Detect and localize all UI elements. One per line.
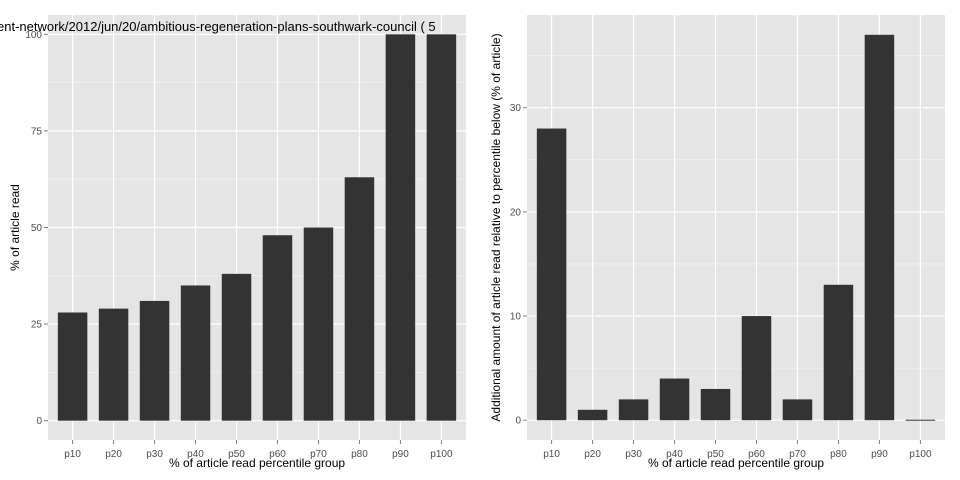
- chart-right-bar-p80: [823, 284, 854, 421]
- chart-right-x-tick-label: p80: [830, 449, 847, 460]
- chart-left-bar-p70: [303, 227, 334, 421]
- chart-left-y-tick-label: 100: [25, 30, 42, 41]
- chart-right-bar-p60: [741, 316, 772, 421]
- chart-left-bar-p30: [139, 300, 170, 421]
- chart-left-x-tick-label: p90: [392, 449, 409, 460]
- chart-left-x-axis-title: % of article read percentile group: [169, 456, 345, 470]
- chart-right-x-ticks: p10 p20 p30 p40 p50 p60 p70 p80 p90 p100: [543, 440, 932, 460]
- chart-left-x-tick-label: p10: [64, 449, 81, 460]
- chart-left-x-tick-label: p30: [146, 449, 163, 460]
- chart-left-bar-p100: [426, 34, 457, 421]
- chart-right-x-tick-label: p70: [789, 449, 806, 460]
- chart-left-bar-p20: [98, 308, 129, 421]
- chart-left-x-ticks: p10 p20 p30 p40 p50 p60 p70 p80 p90 p100: [64, 440, 453, 460]
- chart-left-bar-p40: [180, 285, 211, 421]
- chart-left-y-axis-title: % of article read: [8, 184, 22, 271]
- chart-right-y-tick-label: 0: [515, 416, 521, 427]
- chart-left-bar-p60: [262, 235, 293, 421]
- chart-right-bar-p40: [659, 378, 690, 421]
- chart-right-y-tick-label: 10: [510, 312, 522, 323]
- chart-right-y-axis-title: Additional amount of article read relati…: [489, 33, 503, 421]
- chart-left-bars: [57, 34, 457, 421]
- chart-right-x-tick-label: p30: [625, 449, 642, 460]
- chart-left-y-tick-label: 75: [31, 126, 43, 137]
- chart-right-x-tick-label: p20: [584, 449, 601, 460]
- chart-left-y-tick-label: 0: [36, 416, 42, 427]
- chart-right-bar-p70: [782, 399, 813, 421]
- chart-left-x-tick-label: p80: [351, 449, 368, 460]
- chart-right-x-tick-label: p90: [871, 449, 888, 460]
- chart-right-bar-p20: [577, 409, 608, 421]
- chart-right-bar-p90: [864, 34, 895, 421]
- chart-right-bar-p50: [700, 388, 731, 421]
- chart-right-bar-p30: [618, 399, 649, 421]
- chart-left-x-tick-label: p60: [269, 449, 286, 460]
- chart-right-x-tick-label: p40: [666, 449, 683, 460]
- chart-right-x-tick-label: p60: [748, 449, 765, 460]
- chart-left-x-tick-label: p100: [430, 449, 453, 460]
- chart-left-y-ticks: 0 25 50 75 100: [25, 30, 48, 427]
- chart-left-bar-p10: [57, 312, 88, 421]
- chart-left-bar-p90: [385, 34, 416, 421]
- chart-left-bar-p50: [221, 273, 252, 421]
- chart-right-y-tick-label: 30: [510, 103, 522, 114]
- chart-right-y-ticks: 0 10 20 30: [510, 103, 527, 427]
- chart-left-x-tick-label: p70: [310, 449, 327, 460]
- chart-right-x-tick-label: p100: [909, 449, 932, 460]
- chart-right-x-tick-label: p50: [707, 449, 724, 460]
- chart-right-bar-p10: [536, 128, 567, 421]
- chart-left-x-tick-label: p20: [105, 449, 122, 460]
- chart-right-x-axis-title: % of article read percentile group: [648, 456, 824, 470]
- chart-right-y-tick-label: 20: [510, 207, 522, 218]
- chart-left-x-tick-label: p40: [187, 449, 204, 460]
- chart-left-title: ent-network/2012/jun/20/ambitious-regene…: [0, 19, 436, 34]
- chart-right-x-tick-label: p10: [543, 449, 560, 460]
- chart-right-bar-p100: [905, 419, 936, 421]
- chart-left-bar-p80: [344, 177, 375, 421]
- chart-left-x-tick-label: p50: [228, 449, 245, 460]
- chart-left-y-tick-label: 50: [31, 223, 43, 234]
- chart-right-bars: [536, 34, 936, 421]
- chart-left-y-tick-label: 25: [31, 320, 43, 331]
